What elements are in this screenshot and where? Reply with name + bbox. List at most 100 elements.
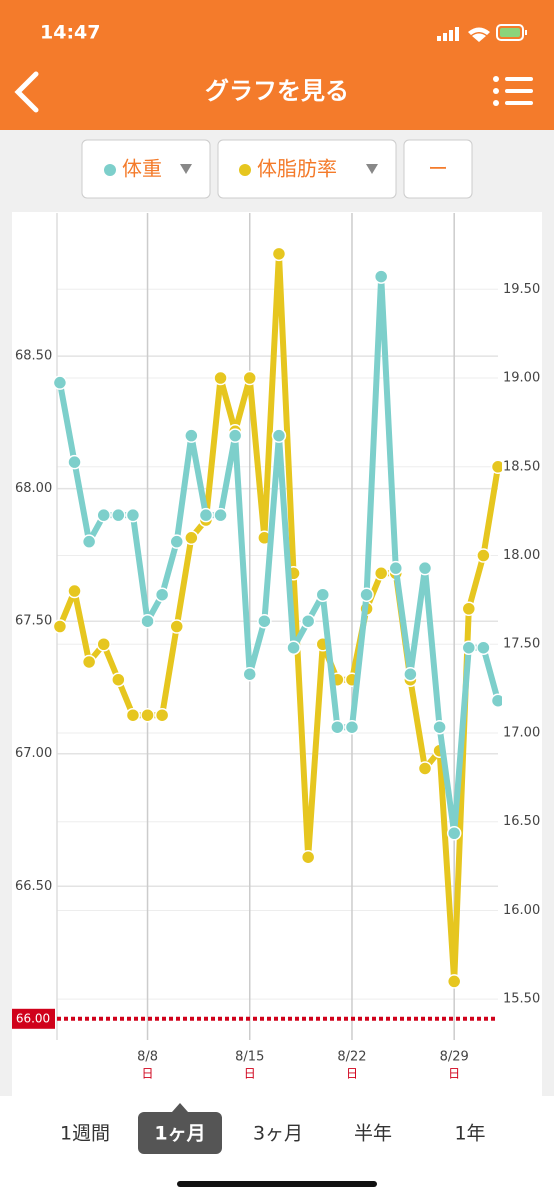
target-label: 66.00 bbox=[16, 1011, 50, 1025]
button-label: ー bbox=[428, 157, 448, 181]
x-tick-label: 8/29 bbox=[440, 1050, 469, 1065]
tab[interactable]: 1ヶ月 bbox=[154, 1123, 205, 1145]
y2-tick-label: 16.00 bbox=[503, 903, 540, 918]
tab[interactable]: 3ヶ月 bbox=[253, 1123, 303, 1145]
data-point bbox=[184, 530, 199, 546]
data-point bbox=[81, 534, 97, 549]
legend-dot bbox=[239, 164, 251, 176]
data-point bbox=[446, 826, 462, 841]
status-time: 14:47 bbox=[40, 22, 100, 44]
legend-label: 体重 bbox=[122, 157, 162, 181]
data-point bbox=[359, 587, 374, 602]
data-point bbox=[154, 707, 170, 723]
data-point bbox=[417, 761, 433, 776]
menu-button[interactable] bbox=[493, 76, 533, 106]
tab[interactable]: 半年 bbox=[354, 1123, 392, 1145]
y2-tick-label: 17.50 bbox=[503, 637, 540, 652]
x-tick-weekday: 日 bbox=[244, 1067, 256, 1081]
y-tick-label: 68.50 bbox=[15, 349, 52, 364]
status-icons bbox=[437, 24, 527, 42]
data-point bbox=[242, 666, 258, 682]
y2-tick-label: 15.50 bbox=[503, 992, 540, 1007]
data-point bbox=[490, 459, 502, 475]
data-point bbox=[198, 507, 214, 523]
header-title: グラフを見る bbox=[205, 77, 349, 105]
dropdown-arrow bbox=[366, 164, 378, 174]
target-badge bbox=[12, 1008, 55, 1029]
data-point bbox=[300, 849, 316, 865]
data-point bbox=[111, 672, 126, 687]
x-tick-weekday: 日 bbox=[142, 1067, 154, 1081]
data-point bbox=[315, 587, 331, 602]
y2-tick-label: 18.50 bbox=[503, 459, 540, 474]
data-point bbox=[125, 507, 141, 523]
data-point bbox=[330, 719, 345, 735]
y-tick-label: 67.00 bbox=[15, 746, 52, 761]
data-point bbox=[446, 974, 462, 989]
data-point bbox=[169, 619, 184, 634]
data-point bbox=[417, 560, 433, 576]
data-point bbox=[300, 613, 316, 629]
data-point bbox=[140, 613, 155, 629]
header-bg bbox=[0, 0, 554, 130]
legend-dot bbox=[104, 164, 116, 176]
tab-selected-pointer bbox=[172, 1103, 188, 1112]
x-tick-label: 8/15 bbox=[235, 1050, 264, 1065]
x-tick-weekday: 日 bbox=[346, 1067, 358, 1081]
data-point bbox=[461, 640, 477, 655]
data-point bbox=[213, 370, 228, 386]
chart: 66.50 67.00 67.50 68.00 68.50 15.50 16.00 16.50… bbox=[12, 213, 540, 1081]
data-point bbox=[213, 507, 228, 523]
data-point bbox=[154, 587, 170, 602]
data-point bbox=[96, 507, 111, 523]
data-point bbox=[242, 370, 258, 386]
y-tick-label: 67.50 bbox=[15, 614, 52, 629]
tab[interactable]: 1週間 bbox=[60, 1123, 110, 1145]
data-point bbox=[96, 636, 111, 652]
tab[interactable]: 1年 bbox=[454, 1123, 485, 1145]
data-point bbox=[432, 719, 447, 735]
data-point bbox=[403, 666, 418, 682]
data-point bbox=[52, 375, 68, 390]
y2-tick-label: 16.50 bbox=[503, 814, 540, 829]
y-tick-label: 68.00 bbox=[15, 481, 52, 496]
data-point bbox=[476, 640, 491, 655]
data-point bbox=[271, 246, 287, 262]
data-point bbox=[461, 601, 477, 617]
data-point bbox=[227, 428, 243, 443]
data-point bbox=[184, 428, 199, 443]
data-point bbox=[52, 619, 68, 634]
data-point bbox=[373, 566, 389, 581]
data-point bbox=[67, 454, 82, 470]
series-button[interactable] bbox=[217, 139, 397, 199]
x-tick-label: 8/22 bbox=[337, 1050, 366, 1065]
y-tick-label: 66.50 bbox=[15, 879, 52, 894]
data-point bbox=[271, 428, 287, 443]
series-button[interactable] bbox=[403, 139, 473, 199]
plot-area bbox=[52, 246, 502, 989]
data-point bbox=[169, 534, 184, 549]
data-point bbox=[373, 269, 389, 284]
data-point bbox=[67, 583, 82, 599]
data-point bbox=[344, 719, 360, 735]
back-button[interactable] bbox=[14, 71, 39, 113]
data-point bbox=[286, 640, 301, 655]
tab-selected-bg bbox=[138, 1112, 222, 1154]
data-point bbox=[490, 693, 502, 708]
home-indicator bbox=[177, 1181, 377, 1187]
series-button[interactable] bbox=[81, 139, 211, 199]
data-point bbox=[476, 548, 491, 563]
y2-tick-label: 18.00 bbox=[503, 548, 540, 563]
data-point bbox=[140, 707, 155, 723]
data-point bbox=[125, 707, 141, 723]
tabs: 1週間 1ヶ月 3ヶ月 半年 1年 bbox=[60, 1103, 486, 1154]
legend-label: 体脂肪率 bbox=[257, 157, 337, 181]
y2-tick-label: 19.50 bbox=[503, 282, 540, 297]
dropdown-arrow bbox=[180, 164, 192, 174]
x-tick-weekday: 日 bbox=[448, 1067, 460, 1081]
y2-tick-label: 19.00 bbox=[503, 371, 540, 386]
data-point bbox=[81, 654, 97, 670]
data-point bbox=[388, 560, 404, 576]
